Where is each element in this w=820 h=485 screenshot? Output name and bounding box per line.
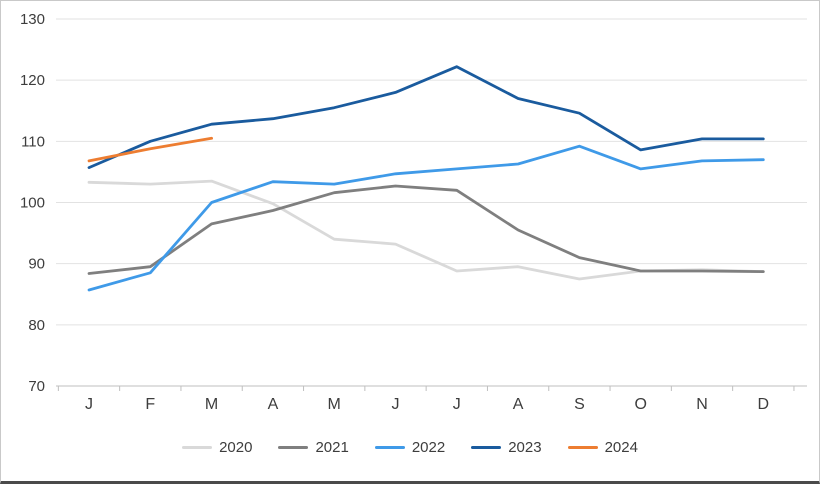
y-tick-label: 70 [28, 378, 45, 395]
legend-label: 2022 [411, 439, 446, 456]
legend-swatch-2020 [182, 446, 213, 449]
x-tick-label: N [696, 396, 708, 413]
series-line-2024 [87, 136, 214, 163]
x-tick-label: F [145, 396, 155, 413]
legend-item-2024: 2024 [567, 439, 638, 456]
legend-label: 2020 [219, 439, 253, 456]
series-line-2021 [87, 184, 765, 275]
series-line-2020 [87, 179, 765, 281]
y-tick-label: 110 [21, 133, 45, 150]
x-tick-label: J [453, 396, 461, 413]
legend-swatch-2023 [471, 446, 502, 449]
y-tick-label: 100 [20, 195, 45, 212]
legend-swatch-2021 [278, 446, 309, 449]
legend-label: 2021 [315, 439, 349, 456]
legend-item-2020: 2020 [182, 439, 252, 456]
x-tick-label: M [328, 396, 341, 413]
y-tick-label: 90 [28, 256, 45, 273]
series-line-2022 [87, 144, 765, 292]
legend-item-2022: 2022 [374, 439, 446, 456]
x-tick-label: J [392, 396, 400, 413]
legend-label: 2023 [508, 439, 542, 456]
legend-swatch-2024 [567, 446, 598, 449]
legend-label: 2024 [604, 439, 638, 456]
x-tick-label: D [758, 396, 770, 413]
series-line-2023 [87, 65, 765, 170]
line-chart-canvas: 70 80 90 100 110 120 130 J F M A M J J A S O N D [20, 11, 807, 413]
legend-item-2023: 2023 [471, 439, 542, 456]
x-tick-label: O [634, 396, 646, 413]
y-tick-label: 120 [20, 72, 45, 89]
legend-item-2021: 2021 [278, 439, 349, 456]
x-tick-label: A [268, 396, 279, 413]
x-tick-label: S [574, 396, 585, 413]
y-tick-label: 130 [20, 11, 45, 28]
x-tick-label: A [513, 396, 524, 413]
legend-swatch-2022 [374, 446, 405, 449]
y-tick-label: 80 [28, 317, 45, 334]
x-tick-label: J [85, 396, 93, 413]
chart-legend: 2020 2021 2022 2023 2024 [1, 439, 819, 456]
x-tick-label: M [205, 396, 218, 413]
